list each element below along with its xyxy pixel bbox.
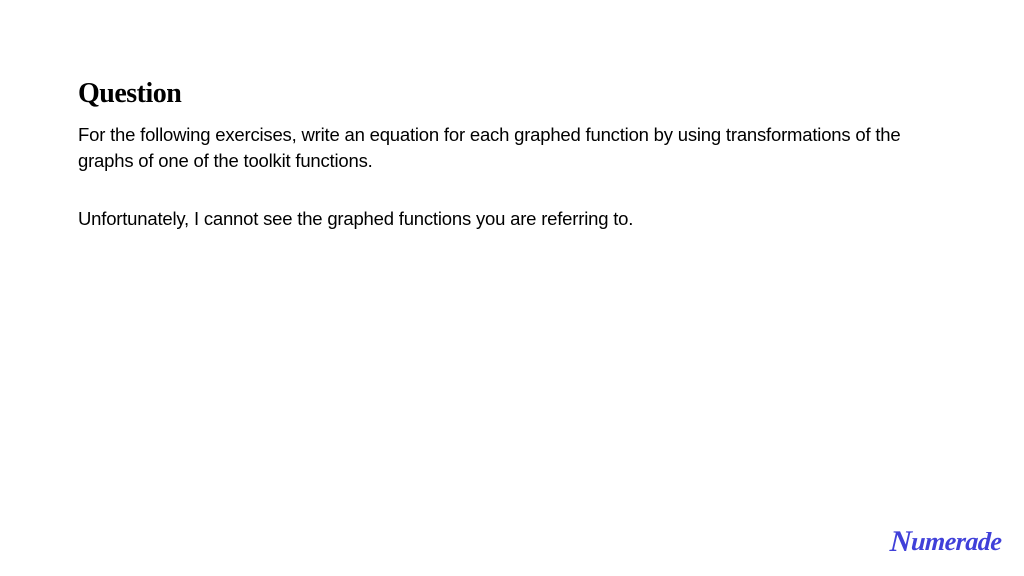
question-note: Unfortunately, I cannot see the graphed … bbox=[78, 206, 946, 232]
question-prompt: For the following exercises, write an eq… bbox=[78, 122, 946, 174]
question-content: Question For the following exercises, wr… bbox=[0, 0, 1024, 232]
question-heading: Question bbox=[78, 78, 946, 110]
numerade-logo: Numerade bbox=[890, 524, 1003, 558]
